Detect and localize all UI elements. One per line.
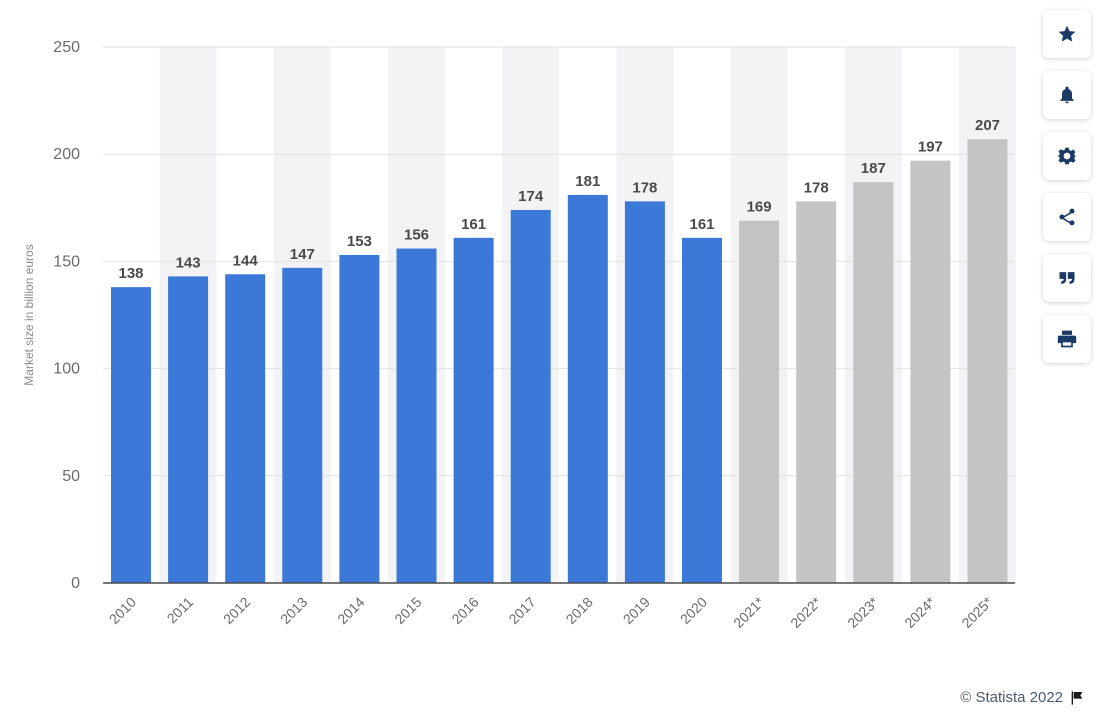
quote-icon	[1059, 272, 1075, 284]
bar	[225, 274, 266, 583]
x-tick-label: 2020	[677, 594, 710, 627]
y-tick-label: 200	[53, 146, 80, 163]
bar	[396, 248, 437, 583]
bar	[453, 237, 494, 584]
y-tick-label: 100	[53, 361, 80, 378]
data-label: 143	[176, 254, 201, 271]
x-tick-label: 2013	[277, 594, 310, 627]
data-label: 181	[575, 173, 600, 190]
data-label: 144	[233, 252, 259, 269]
y-tick-label: 0	[71, 575, 80, 592]
bar	[739, 220, 780, 583]
x-tick-label: 2011	[164, 594, 197, 627]
x-tick-label: 2023*	[844, 593, 882, 631]
data-label: 207	[975, 117, 1000, 134]
bar	[682, 237, 722, 584]
bar	[168, 276, 209, 583]
x-tick-label: 2022*	[787, 593, 825, 631]
flag-icon	[1071, 690, 1083, 705]
data-label: 169	[747, 199, 772, 216]
data-label: 187	[861, 160, 886, 177]
bar	[339, 254, 380, 583]
data-labels: 138 143 144 147 153 156 161 174 181 178 161 169 178 1…	[118, 117, 1000, 282]
data-label: 138	[118, 265, 143, 282]
y-tick-label: 50	[62, 468, 80, 485]
print-icon	[1057, 330, 1077, 348]
bar-chart: 0 50 100 150 200 250 138 143 144 147 153 156 161 174…	[22, 39, 1017, 631]
data-label: 147	[290, 246, 315, 263]
share-icon	[1059, 208, 1075, 226]
bar	[796, 201, 837, 584]
x-tick-label: 2019	[620, 594, 653, 627]
credit-text: © Statista 2022	[960, 689, 1063, 706]
data-label: 161	[689, 216, 714, 233]
data-label: 156	[404, 227, 429, 244]
x-axis-ticks: 2010 2011 2012 2013 2014 2015 2016 2017 2018 2019…	[106, 593, 996, 631]
bar	[111, 287, 151, 583]
x-tick-label: 2024*	[901, 593, 939, 631]
data-label: 178	[632, 179, 657, 196]
bar	[853, 182, 894, 583]
data-label: 197	[918, 139, 943, 156]
gear-icon	[1057, 147, 1077, 165]
bar	[510, 209, 551, 583]
data-label: 161	[461, 216, 486, 233]
bar	[282, 267, 323, 583]
bar	[567, 194, 608, 583]
y-axis-title: Market size in billion euros	[22, 244, 36, 385]
x-tick-label: 2016	[448, 594, 481, 627]
y-axis-ticks: 0 50 100 150 200 250	[53, 39, 80, 592]
cite-button[interactable]	[1043, 254, 1091, 302]
favorite-button[interactable]	[1043, 10, 1091, 58]
x-tick-label: 2010	[106, 594, 139, 627]
print-button[interactable]	[1043, 315, 1091, 363]
bell-icon	[1060, 86, 1074, 104]
y-tick-label: 250	[53, 39, 80, 56]
data-label: 174	[518, 188, 544, 205]
x-tick-label: 2018	[563, 594, 596, 627]
share-button[interactable]	[1043, 193, 1091, 241]
chart-toolbar	[1043, 10, 1093, 376]
notification-button[interactable]	[1043, 71, 1091, 119]
statista-credit[interactable]: © Statista 2022	[960, 689, 1085, 706]
x-tick-label: 2015	[391, 594, 424, 627]
star-icon	[1058, 25, 1076, 42]
bar	[624, 201, 665, 584]
y-tick-label: 150	[53, 253, 80, 270]
settings-button[interactable]	[1043, 132, 1091, 180]
x-tick-label: 2025*	[958, 593, 996, 631]
data-label: 178	[804, 179, 829, 196]
x-tick-label: 2014	[334, 594, 367, 627]
bars	[111, 139, 1008, 584]
x-tick-label: 2021*	[730, 593, 768, 631]
x-tick-label: 2012	[220, 594, 253, 627]
bar	[910, 160, 951, 583]
x-tick-label: 2017	[505, 594, 538, 627]
data-label: 153	[347, 233, 372, 250]
bar	[967, 139, 1008, 583]
